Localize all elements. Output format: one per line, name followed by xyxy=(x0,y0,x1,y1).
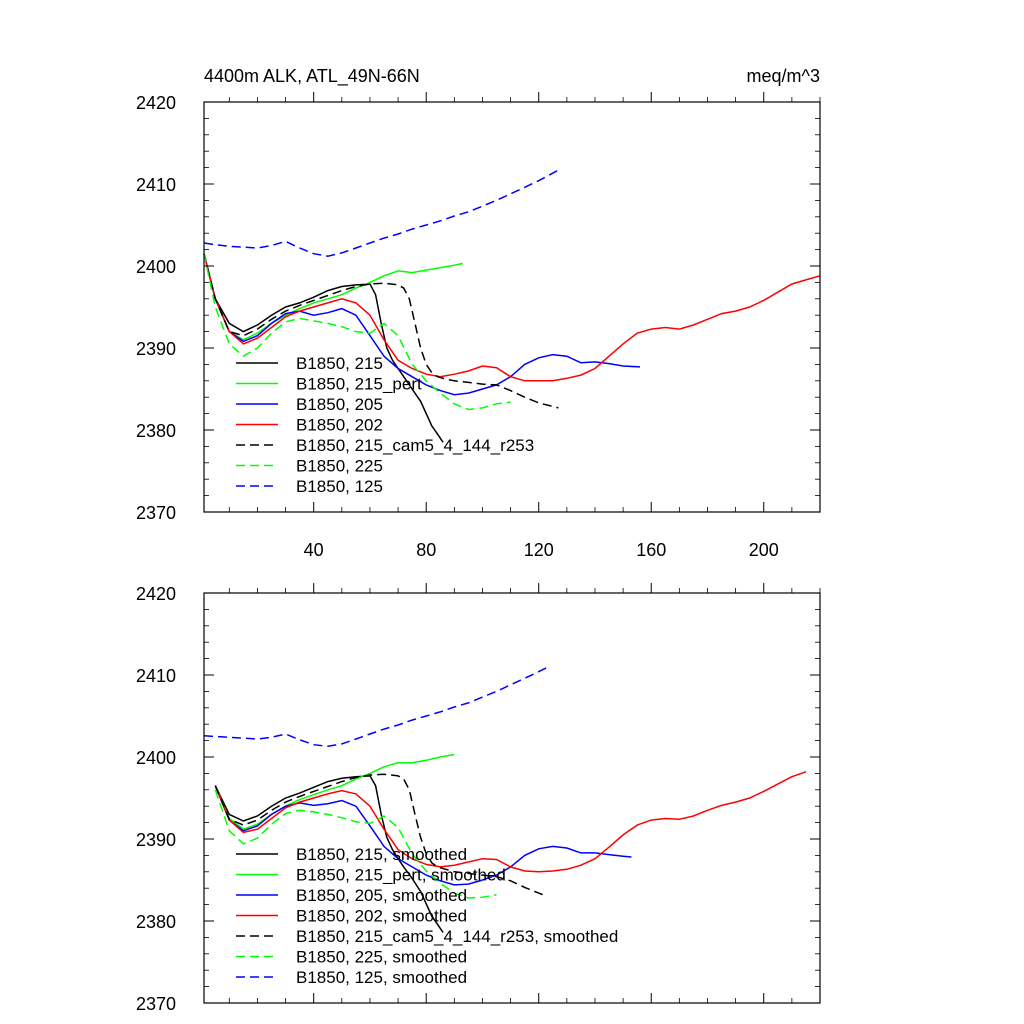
chart-title: 4400m ALK, ATL_49N-66N xyxy=(204,66,420,87)
legend: B1850, 215, smoothed B1850, 215_pert, smo… xyxy=(236,845,618,987)
units-label: meq/m^3 xyxy=(747,66,820,86)
chart-panel-2: 2370 2380 2390 2400 2410 2420 B1850, 215, smoo… xyxy=(136,583,821,1014)
y-tick-label: 2420 xyxy=(136,93,176,113)
plot-frame xyxy=(203,101,821,513)
y-tick-label: 2410 xyxy=(136,666,176,686)
legend-label-1: B1850, 215 xyxy=(296,354,383,373)
series-line-7 xyxy=(203,169,559,257)
series-line-5 xyxy=(203,253,559,409)
legend-label-7: B1850, 125 xyxy=(296,477,383,496)
series-line-5 xyxy=(214,773,548,898)
y-tick-label: 2390 xyxy=(136,830,176,850)
x-tick-label: 200 xyxy=(749,540,779,560)
series-line-1 xyxy=(214,775,444,933)
series-line-6 xyxy=(214,789,497,899)
series-line-4 xyxy=(203,253,821,382)
series-line-4 xyxy=(214,771,807,873)
series-line-3 xyxy=(214,785,632,886)
y-tick-label: 2400 xyxy=(136,748,176,768)
y-tick-label: 2370 xyxy=(136,994,176,1014)
legend-label-3: B1850, 205, smoothed xyxy=(296,886,467,905)
legend-label-4: B1850, 202, smoothed xyxy=(296,907,467,926)
series-line-1 xyxy=(203,253,444,443)
legend-label-3: B1850, 205 xyxy=(296,395,383,414)
legend-label-7: B1850, 125, smoothed xyxy=(296,968,467,987)
legend-label-1: B1850, 215, smoothed xyxy=(296,845,467,864)
x-tick-label: 80 xyxy=(416,540,436,560)
y-tick-label: 2370 xyxy=(136,503,176,523)
plot-frame xyxy=(203,592,821,1004)
series-line-7 xyxy=(203,665,551,748)
x-tick-label: 40 xyxy=(304,540,324,560)
chart-panel-1: 2370 2380 2390 2400 2410 2420 40 80 120 160 200 B18… xyxy=(136,92,821,560)
series-line-3 xyxy=(203,253,641,396)
legend-label-4: B1850, 202 xyxy=(296,416,383,435)
x-tick-label: 160 xyxy=(636,540,666,560)
y-tick-label: 2410 xyxy=(136,175,176,195)
legend-label-6: B1850, 225 xyxy=(296,457,383,476)
legend-label-2: B1850, 215_pert, smoothed xyxy=(296,866,506,885)
series-line-2 xyxy=(214,753,455,831)
y-tick-label: 2420 xyxy=(136,584,176,604)
x-tick-label: 120 xyxy=(524,540,554,560)
y-tick-label: 2400 xyxy=(136,257,176,277)
y-tick-label: 2380 xyxy=(136,912,176,932)
legend-label-6: B1850, 225, smoothed xyxy=(296,948,467,967)
legend-label-5: B1850, 215_cam5_4_144_r253, smoothed xyxy=(296,927,618,946)
series-line-6 xyxy=(203,253,511,411)
legend-label-2: B1850, 215_pert xyxy=(296,375,422,394)
series-line-2 xyxy=(203,253,463,341)
y-tick-label: 2380 xyxy=(136,421,176,441)
legend-label-5: B1850, 215_cam5_4_144_r253 xyxy=(296,436,534,455)
y-tick-label: 2390 xyxy=(136,339,176,359)
